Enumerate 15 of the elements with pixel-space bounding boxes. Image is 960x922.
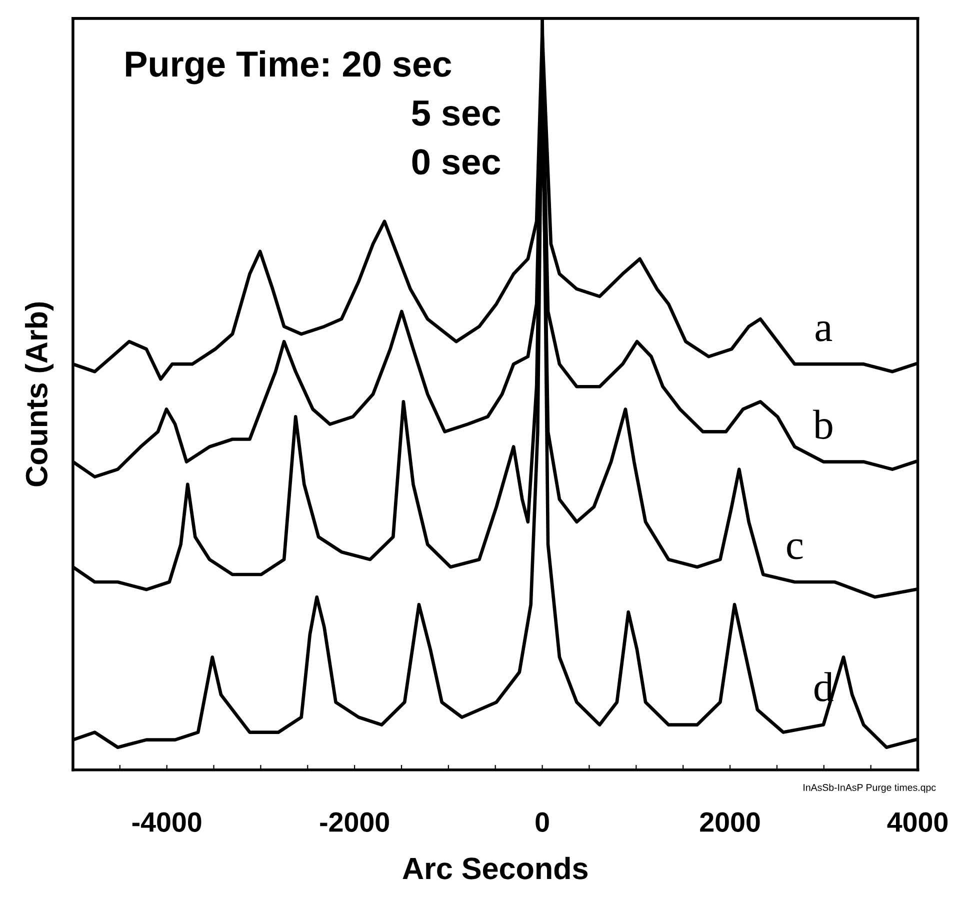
- annotation: Purge Time: 20 sec: [126, 50, 452, 84]
- annotation: 5 sec: [412, 100, 500, 126]
- x-axis-title: Arc Seconds: [402, 856, 588, 880]
- x-tick-label: -2000: [320, 812, 389, 832]
- y-axis-title: Counts (Arb): [25, 302, 54, 486]
- x-tick-label: 0: [536, 812, 549, 832]
- x-tick-label: -4000: [132, 812, 202, 832]
- series-label: c: [787, 539, 803, 560]
- annotation: 0 sec: [412, 149, 500, 175]
- text: InAsSb-InAsP Purge times.qpc: [804, 784, 936, 793]
- series-label: a: [816, 321, 832, 342]
- x-tick-label: 4000: [887, 812, 948, 832]
- series-label: d: [814, 672, 834, 702]
- x-tick-label: 2000: [700, 812, 760, 832]
- series-label: b: [813, 410, 832, 440]
